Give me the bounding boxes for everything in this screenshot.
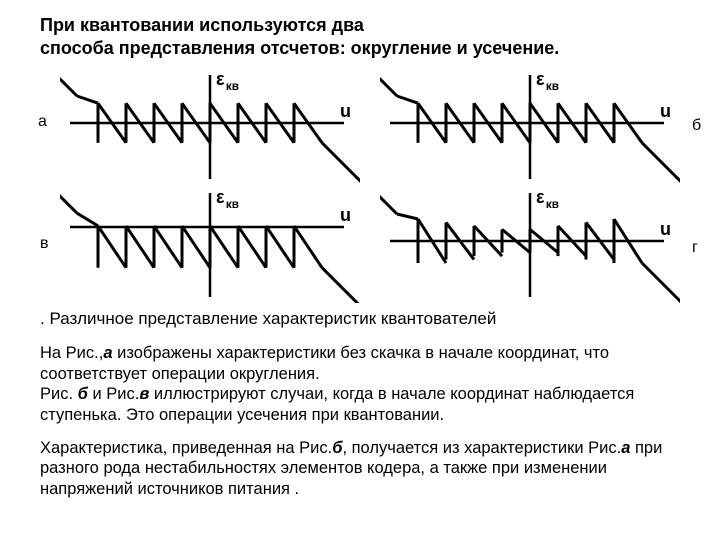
svg-text:кв: кв — [546, 80, 559, 93]
svg-text:кв: кв — [546, 198, 559, 211]
plot-g: εкв u — [380, 183, 680, 303]
plot-v: εкв u — [60, 183, 360, 303]
svg-text:кв: кв — [226, 198, 239, 211]
svg-text:ε: ε — [536, 187, 545, 207]
p3-a: а — [621, 439, 630, 457]
p1-t1: На Рис., — [40, 344, 103, 362]
p1-a: а — [103, 344, 112, 362]
title-line-1: При квантовании используются два — [40, 15, 364, 35]
svg-text:u: u — [340, 101, 351, 121]
p2-b: б — [78, 385, 88, 403]
p3-t2: , получается из характеристики Рис. — [342, 439, 621, 457]
svg-text:u: u — [340, 205, 351, 225]
p1-t2: изображены характеристики без скачка в н… — [40, 344, 609, 383]
body-text: На Рис.,а изображены характеристики без … — [40, 343, 692, 499]
plot-a: εкв u — [60, 65, 360, 185]
paragraph-2: Характеристика, приведенная на Рис.б, по… — [40, 438, 692, 500]
title-line-2: способа представления отсчетов: округлен… — [40, 38, 559, 58]
label-g: г — [692, 239, 698, 257]
page-title: При квантовании используются два способа… — [40, 14, 692, 59]
svg-text:u: u — [660, 101, 671, 121]
svg-text:ε: ε — [216, 69, 225, 89]
svg-text:кв: кв — [226, 80, 239, 93]
figure-caption: . Различное представление характеристик … — [40, 309, 692, 329]
svg-text:ε: ε — [216, 187, 225, 207]
label-a: а — [38, 113, 47, 131]
p3-b: б — [332, 439, 342, 457]
paragraph-1: На Рис.,а изображены характеристики без … — [40, 343, 692, 426]
label-v: в — [40, 235, 49, 253]
page: При квантовании используются два способа… — [0, 0, 720, 540]
p2-v: в — [139, 385, 149, 403]
svg-text:u: u — [660, 219, 671, 239]
plots-grid: а б в г εквu εквu εквu εквu — [60, 65, 700, 305]
p2-t2: и Рис. — [88, 385, 139, 403]
svg-text:ε: ε — [536, 69, 545, 89]
p3-t1: Характеристика, приведенная на Рис. — [40, 439, 332, 457]
p2-t1: Рис. — [40, 385, 78, 403]
label-b: б — [692, 117, 701, 135]
plot-b: εкв u — [380, 65, 680, 185]
